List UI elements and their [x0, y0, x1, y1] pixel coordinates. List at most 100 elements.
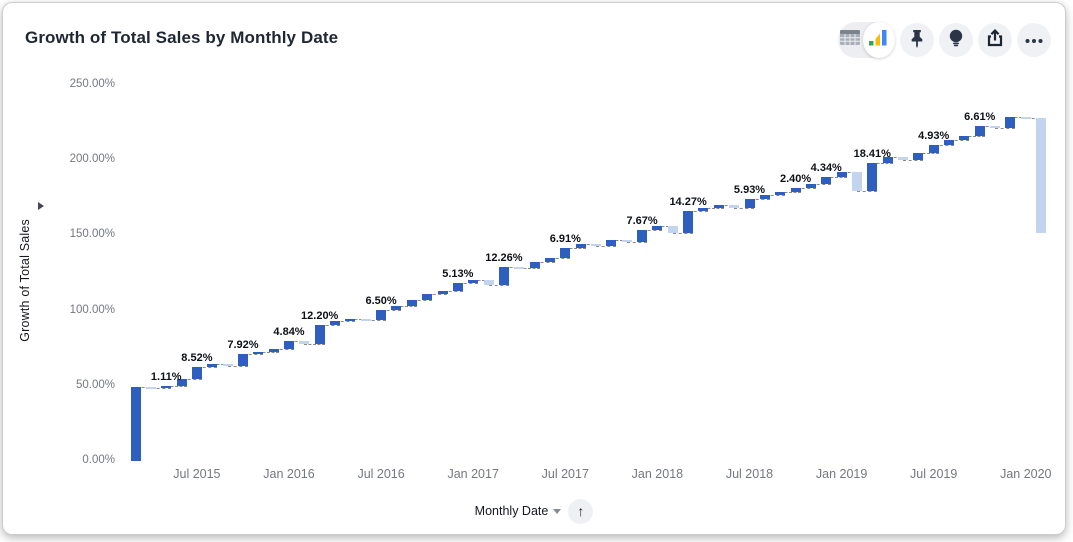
view-toggle	[838, 21, 895, 58]
waterfall-bar[interactable]	[176, 379, 187, 387]
waterfall-bar[interactable]	[422, 294, 433, 300]
waterfall-bar[interactable]	[683, 211, 694, 233]
waterfall-bar[interactable]	[145, 387, 156, 389]
waterfall-bar[interactable]	[729, 204, 740, 208]
waterfall-bar[interactable]	[959, 136, 970, 140]
insights-button[interactable]	[939, 22, 973, 57]
waterfall-bar[interactable]	[575, 243, 586, 249]
waterfall-bar[interactable]	[836, 171, 847, 178]
x-tick-label: Jan 2020	[1000, 467, 1052, 481]
bar-value-label: 5.93%	[733, 183, 766, 196]
waterfall-bar[interactable]	[191, 366, 202, 380]
waterfall-bar[interactable]	[284, 341, 294, 349]
waterfall-bar[interactable]	[161, 386, 172, 389]
waterfall-bar[interactable]	[698, 207, 709, 212]
waterfall-bar[interactable]	[468, 279, 479, 283]
waterfall-bar[interactable]	[437, 290, 448, 295]
waterfall-bar[interactable]	[821, 177, 832, 184]
waterfall-bar[interactable]	[406, 299, 417, 306]
connector-line	[565, 248, 586, 250]
waterfall-bar[interactable]	[775, 191, 786, 195]
bar-value-label: 4.34%	[810, 162, 842, 175]
bar-value-label: 6.91%	[549, 233, 581, 246]
connector-line	[949, 139, 970, 141]
waterfall-bar[interactable]	[667, 225, 678, 233]
waterfall-bar[interactable]	[222, 363, 233, 366]
connector-line	[580, 243, 601, 245]
bar-value-label: 12.26%	[485, 251, 523, 264]
waterfall-bar[interactable]	[483, 279, 494, 286]
waterfall-bar[interactable]	[130, 387, 141, 461]
waterfall-bar[interactable]	[759, 194, 770, 199]
connector-line	[642, 230, 663, 232]
sort-direction-button[interactable]: ↑	[568, 498, 594, 524]
waterfall-bar[interactable]	[360, 318, 371, 321]
waterfall-bar[interactable]	[898, 157, 908, 161]
pin-icon	[909, 29, 925, 51]
connector-line	[688, 211, 709, 213]
x-axis-title[interactable]: Monthly Date	[475, 504, 562, 518]
waterfall-bar[interactable]	[637, 230, 648, 243]
waterfall-bar[interactable]	[268, 348, 279, 352]
pin-button[interactable]	[900, 22, 934, 57]
waterfall-bar[interactable]	[207, 363, 218, 367]
waterfall-bar[interactable]	[790, 188, 801, 192]
connector-line	[596, 245, 617, 247]
connector-line	[488, 285, 509, 287]
table-view-button[interactable]	[838, 22, 863, 58]
waterfall-bar[interactable]	[606, 239, 617, 246]
waterfall-bar[interactable]	[529, 262, 540, 269]
y-tick-label: 100.00%	[69, 303, 115, 316]
waterfall-bar[interactable]	[452, 282, 463, 291]
waterfall-bar[interactable]	[330, 321, 341, 326]
waterfall-bar[interactable]	[913, 152, 924, 161]
waterfall-bar[interactable]	[514, 266, 525, 269]
chart-card: Growth of Total Sales by Monthly Date	[2, 2, 1066, 535]
waterfall-bar[interactable]	[713, 204, 724, 208]
waterfall-bar[interactable]	[544, 258, 555, 263]
more-button[interactable]	[1017, 22, 1051, 57]
waterfall-bar[interactable]	[345, 318, 356, 322]
connector-line	[841, 171, 862, 173]
chart-view-button[interactable]	[862, 21, 895, 58]
waterfall-bar[interactable]	[314, 325, 325, 344]
waterfall-bar[interactable]	[851, 171, 862, 191]
waterfall-bar[interactable]	[1005, 117, 1016, 129]
waterfall-bar[interactable]	[652, 225, 663, 231]
waterfall-bar[interactable]	[621, 239, 632, 243]
bar-value-label: 6.61%	[964, 111, 996, 124]
waterfall-bar[interactable]	[498, 266, 509, 286]
connector-line	[933, 145, 955, 147]
waterfall-bar[interactable]	[944, 139, 955, 146]
waterfall-bar[interactable]	[391, 305, 402, 311]
waterfall-bar[interactable]	[990, 126, 1001, 129]
y-axis-expand-icon[interactable]	[38, 202, 44, 210]
waterfall-bar[interactable]	[928, 145, 939, 153]
connector-line	[810, 183, 832, 185]
waterfall-bar[interactable]	[299, 341, 310, 344]
connector-line	[365, 320, 387, 322]
waterfall-bar[interactable]	[805, 183, 816, 189]
y-tick-label: 150.00%	[69, 228, 115, 241]
waterfall-bar[interactable]	[867, 163, 878, 191]
waterfall-bar[interactable]	[1020, 117, 1031, 120]
x-tick-label: Jul 2017	[541, 467, 589, 481]
waterfall-bar[interactable]	[974, 126, 985, 137]
x-axis-control: Monthly Date ↑	[3, 497, 1065, 525]
connector-line	[381, 310, 402, 312]
waterfall-bar[interactable]	[560, 248, 571, 259]
waterfall-bar[interactable]	[591, 243, 601, 246]
waterfall-bar[interactable]	[1036, 117, 1047, 234]
share-button[interactable]	[978, 22, 1012, 57]
connector-line	[519, 268, 540, 270]
waterfall-bar[interactable]	[253, 351, 264, 354]
waterfall-bar[interactable]	[237, 353, 248, 366]
waterfall-bar[interactable]	[376, 310, 387, 321]
sort-arrow-up-icon: ↑	[577, 503, 585, 519]
x-tick-label: Jan 2018	[631, 467, 684, 481]
waterfall-bar[interactable]	[882, 157, 893, 164]
bar-value-label: 6.50%	[365, 295, 397, 308]
connector-line	[181, 379, 202, 381]
connector-line	[242, 353, 264, 355]
waterfall-bar[interactable]	[744, 198, 755, 208]
